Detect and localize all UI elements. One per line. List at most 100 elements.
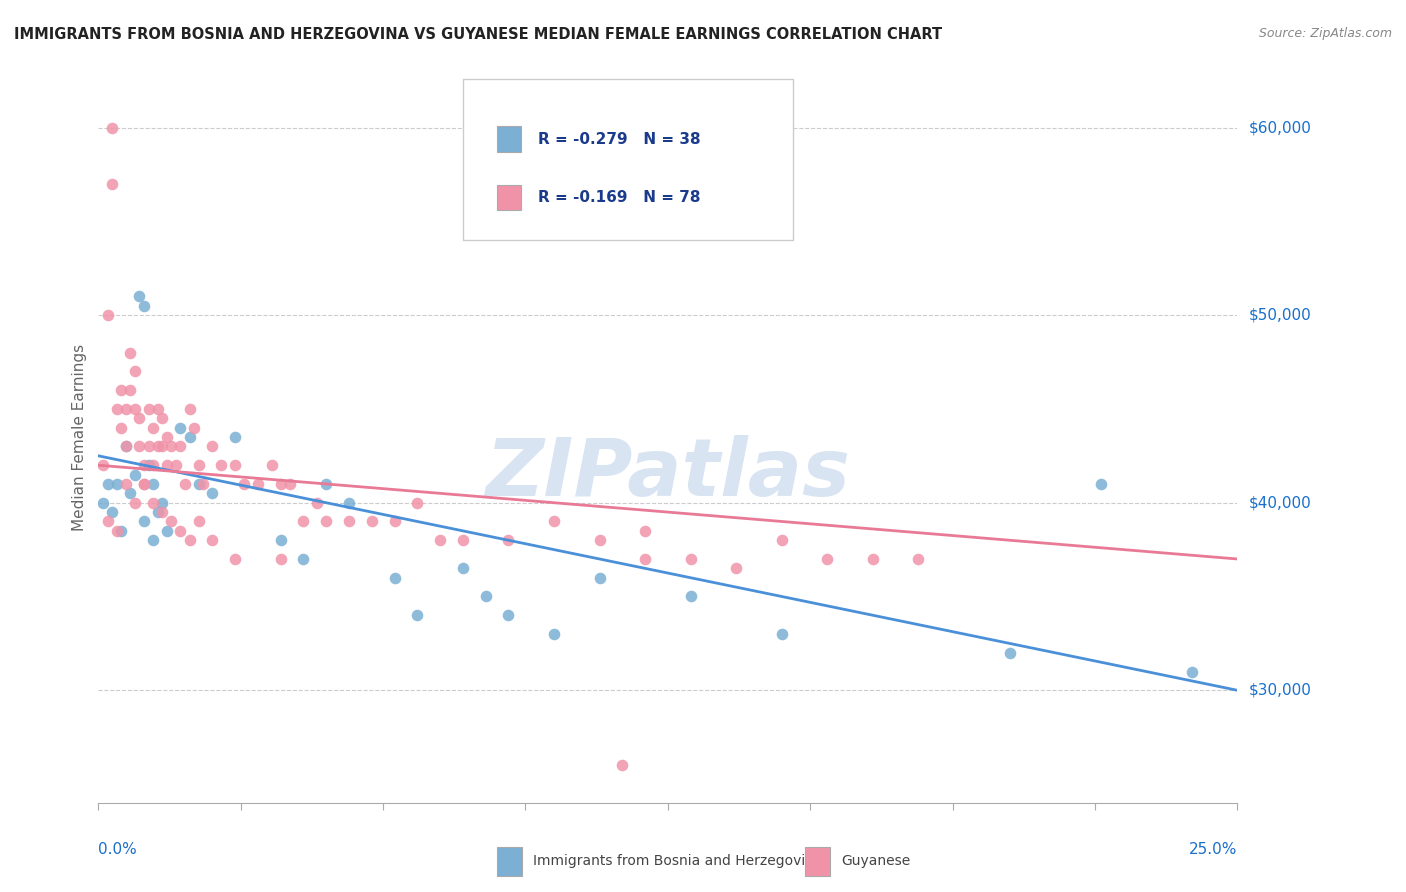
Point xyxy=(224,552,246,566)
Point xyxy=(150,496,173,510)
Point xyxy=(474,590,496,604)
Text: Immigrants from Bosnia and Herzegovina: Immigrants from Bosnia and Herzegovina xyxy=(533,855,823,868)
Point xyxy=(260,458,283,473)
Point xyxy=(124,401,146,416)
Point xyxy=(142,477,165,491)
Point xyxy=(270,477,292,491)
Point xyxy=(270,533,292,548)
Point xyxy=(179,401,201,416)
Point xyxy=(138,401,160,416)
Point xyxy=(105,524,128,538)
Point xyxy=(183,420,205,434)
Point xyxy=(128,440,150,454)
Point xyxy=(307,496,329,510)
Point xyxy=(179,430,201,444)
Text: $40,000: $40,000 xyxy=(1249,495,1312,510)
Point xyxy=(146,505,169,519)
Point xyxy=(429,533,451,548)
Point xyxy=(337,496,360,510)
Point xyxy=(179,533,201,548)
Point xyxy=(612,758,634,772)
Point xyxy=(120,486,142,500)
Text: R = -0.279   N = 38: R = -0.279 N = 38 xyxy=(538,131,700,146)
Point xyxy=(998,646,1021,660)
Point xyxy=(110,420,132,434)
Point xyxy=(138,440,160,454)
Point xyxy=(588,533,610,548)
Point xyxy=(150,505,173,519)
Point xyxy=(165,458,187,473)
Point xyxy=(451,533,474,548)
Point xyxy=(128,289,150,303)
Point xyxy=(209,458,232,473)
Point xyxy=(770,627,793,641)
Point xyxy=(91,458,114,473)
Text: ZIPatlas: ZIPatlas xyxy=(485,434,851,513)
Point xyxy=(679,552,702,566)
Point xyxy=(224,430,246,444)
Text: IMMIGRANTS FROM BOSNIA AND HERZEGOVINA VS GUYANESE MEDIAN FEMALE EARNINGS CORREL: IMMIGRANTS FROM BOSNIA AND HERZEGOVINA V… xyxy=(14,27,942,42)
Point xyxy=(142,533,165,548)
Point xyxy=(201,533,224,548)
Point xyxy=(201,440,224,454)
Point xyxy=(132,299,155,313)
Point xyxy=(315,515,337,529)
Point xyxy=(132,458,155,473)
FancyBboxPatch shape xyxy=(498,185,522,211)
Point xyxy=(110,383,132,397)
Point xyxy=(278,477,301,491)
Point xyxy=(187,515,209,529)
Point xyxy=(138,458,160,473)
Point xyxy=(146,401,169,416)
Point xyxy=(292,515,315,529)
Point xyxy=(233,477,256,491)
Point xyxy=(201,486,224,500)
Point xyxy=(114,440,136,454)
FancyBboxPatch shape xyxy=(498,126,522,152)
Point xyxy=(187,458,209,473)
Point xyxy=(142,458,165,473)
Point xyxy=(105,401,128,416)
Point xyxy=(498,608,520,623)
Text: Source: ZipAtlas.com: Source: ZipAtlas.com xyxy=(1258,27,1392,40)
Point xyxy=(101,120,124,135)
Point xyxy=(114,401,136,416)
Point xyxy=(292,552,315,566)
Point xyxy=(384,571,406,585)
Point xyxy=(907,552,929,566)
Point xyxy=(634,552,657,566)
Text: $30,000: $30,000 xyxy=(1249,682,1312,698)
Point xyxy=(120,345,142,359)
Point xyxy=(315,477,337,491)
Point xyxy=(224,458,246,473)
Point xyxy=(406,608,429,623)
Text: 0.0%: 0.0% xyxy=(98,842,138,856)
Point xyxy=(132,477,155,491)
Point xyxy=(498,533,520,548)
Point xyxy=(543,627,565,641)
Point xyxy=(101,505,124,519)
Point xyxy=(588,571,610,585)
Point xyxy=(360,515,382,529)
Point xyxy=(815,552,838,566)
Point xyxy=(114,440,136,454)
Point xyxy=(146,440,169,454)
Point xyxy=(105,477,128,491)
Point xyxy=(110,524,132,538)
Point xyxy=(150,411,173,425)
Point xyxy=(384,515,406,529)
Point xyxy=(770,533,793,548)
Point xyxy=(451,561,474,575)
Point xyxy=(246,477,269,491)
Text: R = -0.169   N = 78: R = -0.169 N = 78 xyxy=(538,190,700,205)
Point xyxy=(101,177,124,191)
Point xyxy=(1090,477,1112,491)
Point xyxy=(160,440,183,454)
Point xyxy=(187,477,209,491)
Point xyxy=(91,496,114,510)
FancyBboxPatch shape xyxy=(804,847,830,876)
Point xyxy=(543,515,565,529)
FancyBboxPatch shape xyxy=(498,847,522,876)
Point xyxy=(142,496,165,510)
Point xyxy=(96,477,118,491)
